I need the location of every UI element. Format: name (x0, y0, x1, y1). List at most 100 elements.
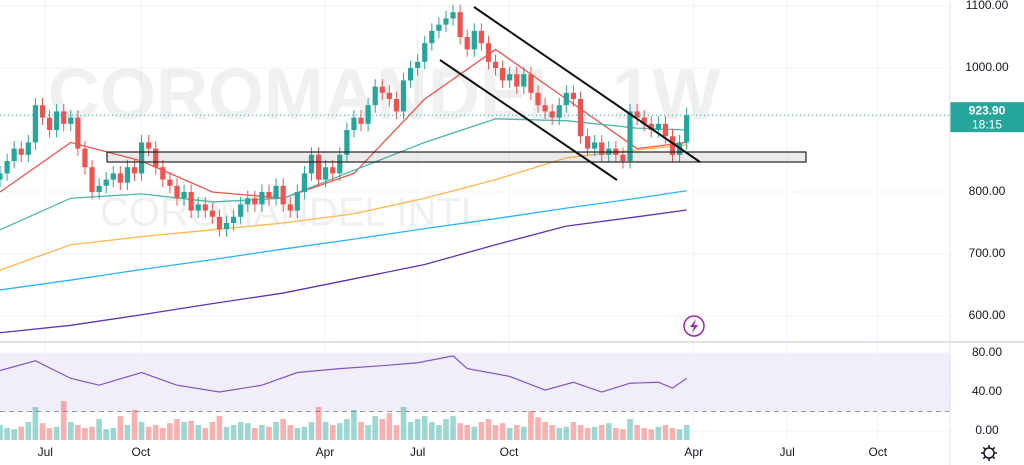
y-tick-label: 800.00 (969, 184, 1006, 198)
volume-bar (67, 422, 74, 440)
volume-bar (471, 426, 478, 440)
volume-bar (39, 423, 46, 440)
candle-body (500, 68, 506, 81)
candle-body (549, 111, 555, 118)
candle-body (457, 12, 463, 38)
volume-bar (60, 401, 67, 440)
candle-body (627, 111, 633, 162)
candle-body (117, 173, 123, 183)
candle-body (365, 105, 371, 124)
volume-bar (457, 423, 463, 440)
candle-body (39, 105, 46, 118)
candle-body (471, 30, 477, 50)
x-tick-label: Oct (868, 445, 887, 459)
candle-body (323, 167, 329, 180)
candle-body (492, 61, 499, 69)
volume-bar (280, 419, 286, 440)
volume-bar (301, 426, 308, 440)
volume-bar (152, 425, 159, 440)
candle-body (188, 192, 194, 211)
volume-bar (570, 422, 577, 440)
trend-line-upper (473, 6, 701, 163)
volume-bar (683, 425, 690, 440)
candle-body (337, 154, 343, 174)
watermark: COROMANDEL, 1W (48, 55, 720, 135)
candle-body (669, 136, 676, 155)
volume-bar (223, 426, 230, 440)
candle-body (415, 61, 421, 69)
volume-bar (577, 425, 584, 440)
candle-body (32, 105, 38, 143)
x-tick-label: Jul (780, 445, 795, 459)
candle-body (485, 43, 492, 62)
candle-body (599, 142, 605, 155)
candle-body (209, 210, 215, 217)
settings-icon[interactable] (981, 445, 997, 461)
volume-bar (386, 413, 393, 440)
volume-bar (244, 423, 251, 440)
candle-body (18, 148, 24, 155)
volume-bar (641, 428, 647, 440)
volume-bar (167, 423, 173, 440)
volume-bar (499, 423, 506, 440)
x-tick-label: Apr (684, 445, 703, 459)
candle-body (216, 216, 223, 230)
volume-bar (209, 422, 216, 440)
volume-bar (535, 417, 541, 440)
candle-body (535, 92, 541, 106)
volume-bar (202, 428, 209, 440)
volume-bar (336, 423, 343, 440)
candle-body (202, 204, 208, 211)
candle-body (195, 204, 201, 211)
volume-bar (110, 428, 117, 440)
y-tick-label: 0.00 (975, 423, 999, 437)
volume-bar (131, 410, 138, 440)
candle-body (231, 216, 237, 224)
candle-body (372, 86, 378, 106)
candle-body (584, 136, 591, 149)
volume-bar (89, 426, 95, 440)
volume-bar (294, 428, 301, 440)
volume-bar (521, 426, 527, 440)
candle-body (648, 123, 654, 131)
candle-body (507, 74, 513, 81)
volume-bar (75, 425, 81, 440)
volume-bar (287, 425, 294, 440)
candle-body (259, 192, 265, 205)
volume-bar (443, 419, 449, 440)
volume-bar (407, 422, 414, 440)
candle-body (634, 111, 640, 118)
volume-bar (421, 416, 428, 440)
candle-body (443, 18, 449, 25)
volume-bar (188, 420, 194, 440)
volume-bar (181, 422, 187, 440)
moving-average (0, 48, 687, 199)
volume-bar (308, 422, 315, 440)
x-tick-label: Jul (38, 445, 53, 459)
candle-body (514, 74, 520, 87)
x-tick-label: Oct (500, 445, 519, 459)
candle-body (238, 204, 244, 217)
x-tick-label: Apr (316, 445, 335, 459)
volume-bar (138, 422, 145, 440)
volume-bar (605, 423, 612, 440)
x-tick-label: Oct (132, 445, 151, 459)
moving-average (0, 144, 687, 271)
candle-body (11, 148, 17, 162)
candle-body (0, 173, 3, 180)
candle-body (521, 74, 527, 87)
volume-bar (414, 419, 421, 440)
candle-body (563, 92, 569, 106)
moving-average (0, 118, 687, 231)
candle-body (160, 167, 166, 180)
candle-body (4, 161, 10, 174)
candle-body (407, 68, 414, 81)
volume-bar (436, 425, 442, 440)
alert-icon[interactable] (683, 315, 705, 337)
candle-body (344, 130, 350, 155)
volume-bar (648, 429, 655, 440)
candle-body (570, 92, 576, 100)
volume-bar (542, 422, 548, 440)
candle-body (684, 115, 690, 143)
volume-bar (372, 416, 378, 440)
